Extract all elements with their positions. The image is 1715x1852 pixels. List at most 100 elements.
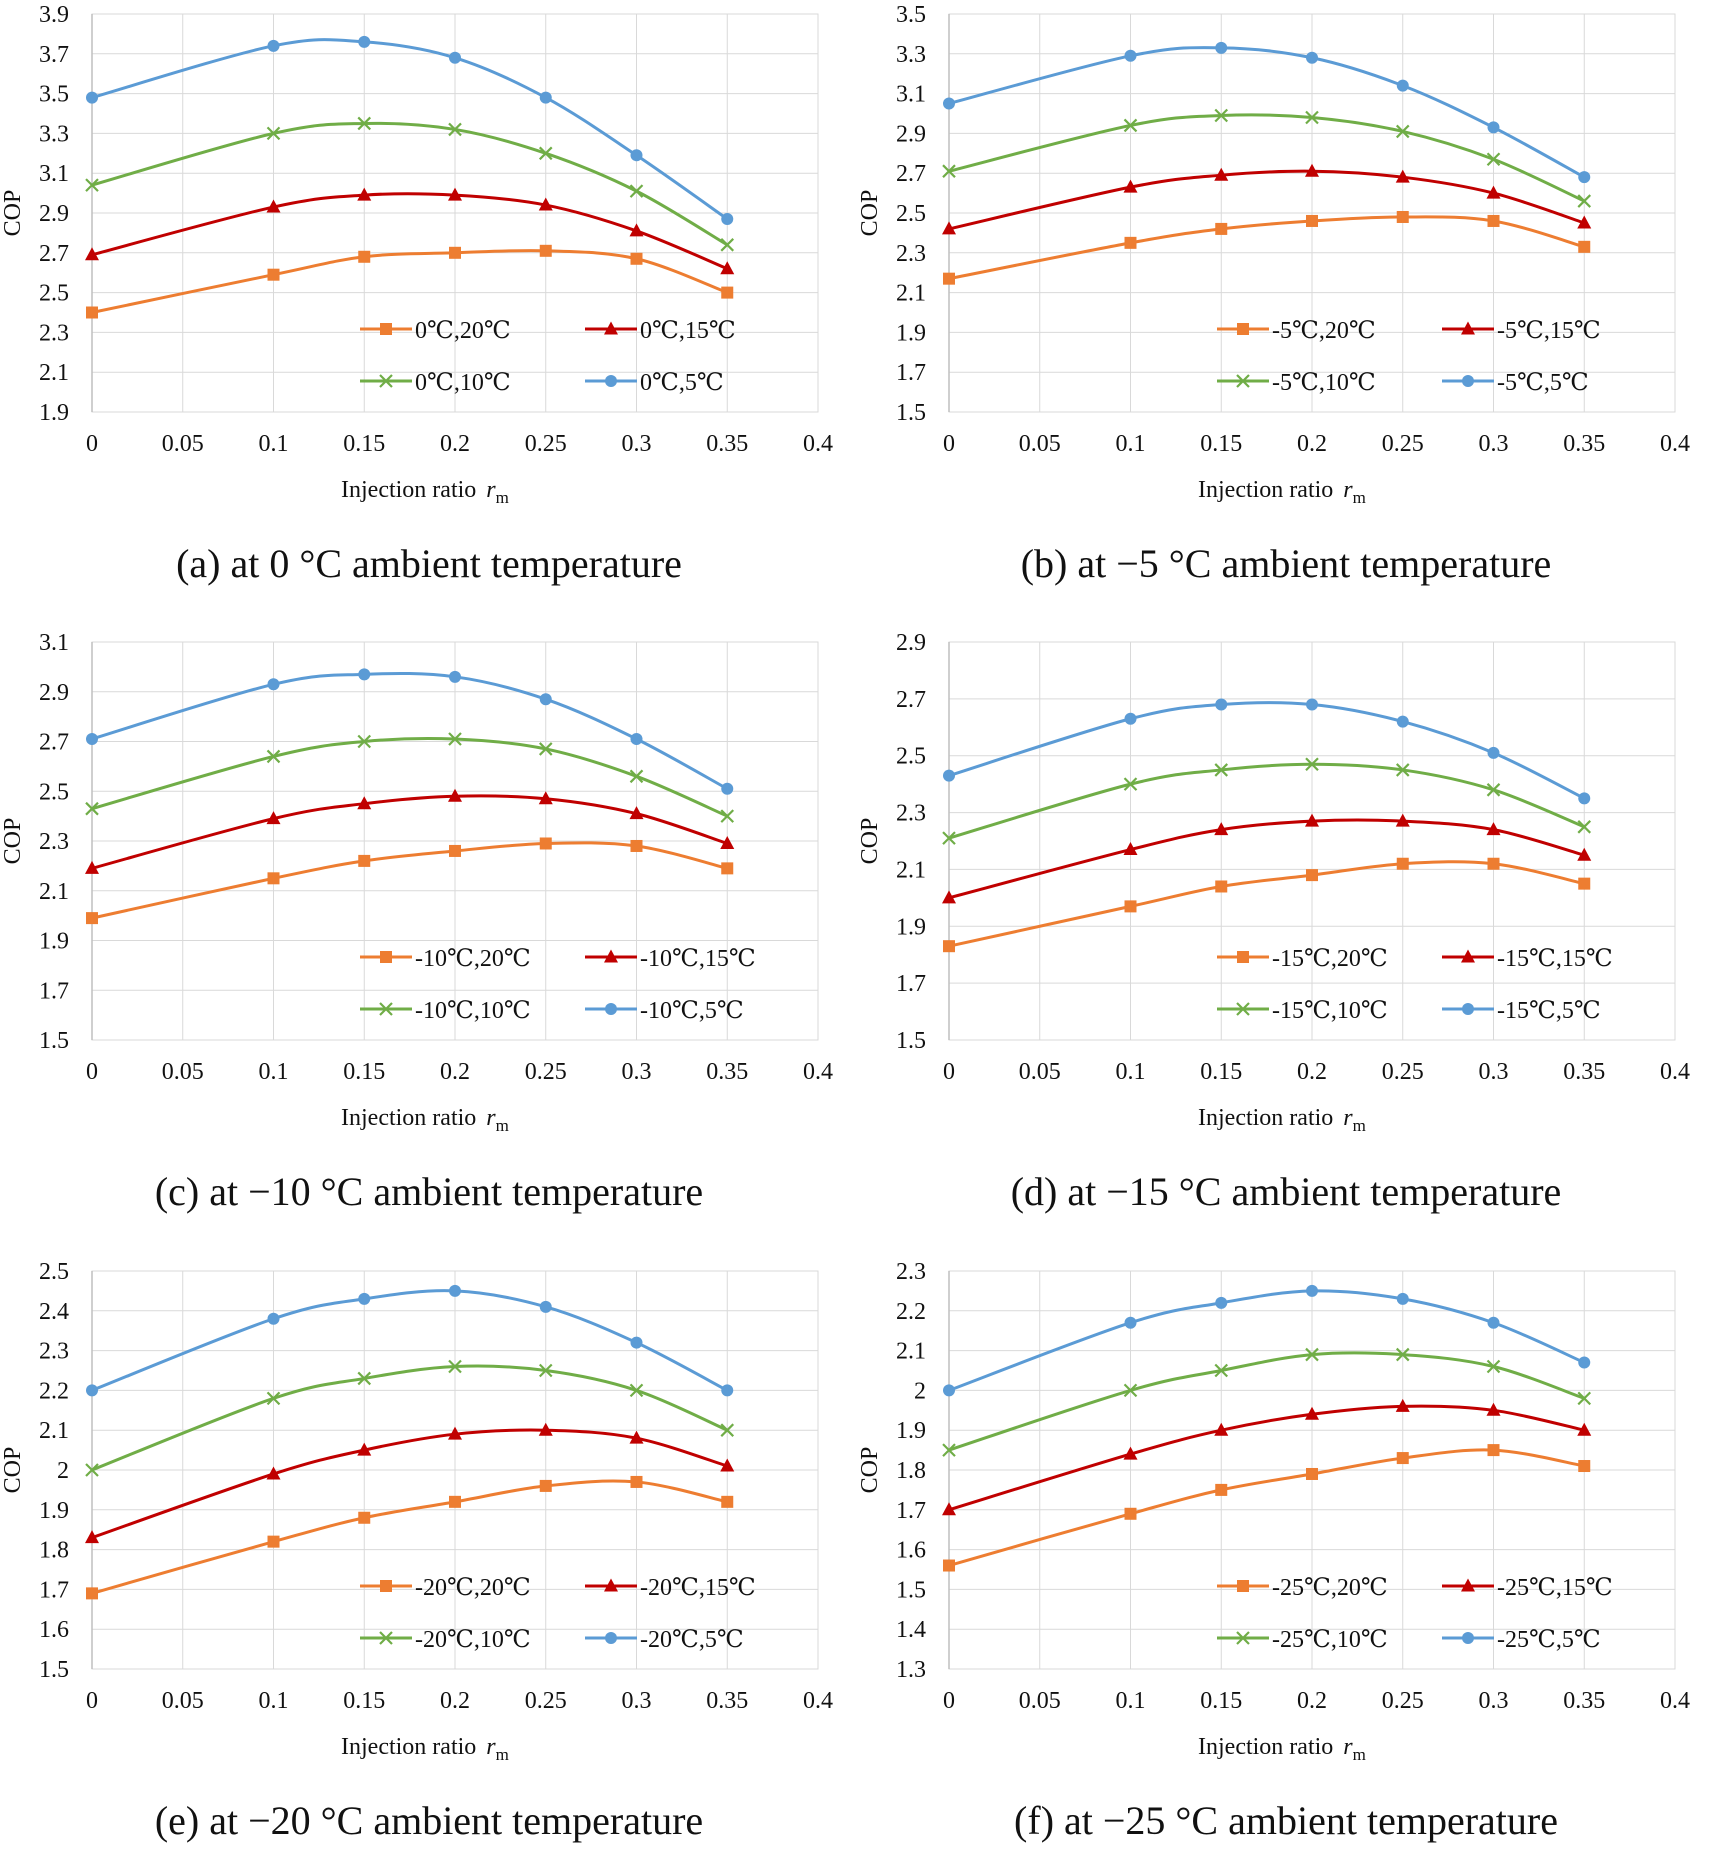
data-point: [1124, 1316, 1137, 1329]
x-axis-title-subscript: m: [1353, 1745, 1366, 1764]
legend-label: -5℃,5℃: [1497, 370, 1589, 396]
data-point: [1396, 715, 1409, 728]
data-point: [86, 91, 98, 104]
caption-f: (f) at −25 °C ambient temperature: [1014, 1798, 1558, 1843]
data-point: [267, 268, 280, 281]
data-point: [1578, 1460, 1591, 1473]
legend-marker: [380, 1580, 392, 1592]
series-markers-2: [85, 187, 735, 275]
data-point: [85, 1463, 99, 1477]
legend-marker: [379, 1002, 393, 1016]
data-point: [1396, 210, 1409, 223]
data-point: [1123, 118, 1138, 133]
data-point: [1305, 163, 1319, 177]
y-tick-label: 1.5: [896, 1577, 926, 1603]
chart-b: 0 0.05 0.1 0.15 0.2 0.25 0.3 0.35 0.4 1.5 1.7 1.9 2.…: [857, 2, 1690, 507]
x-tick-label: 0.2: [1297, 431, 1327, 457]
data-point: [267, 1312, 280, 1325]
data-point: [358, 668, 371, 681]
caption-a: (a) at 0 °C ambient temperature: [176, 541, 682, 586]
x-tick-label: 0.25: [525, 431, 567, 457]
legend-label: 0℃,5℃: [640, 370, 724, 396]
x-tick-label: 0.35: [706, 1059, 748, 1085]
data-point: [942, 831, 956, 845]
y-tick-label: 2.7: [896, 161, 926, 187]
series-markers-1: [943, 857, 1591, 953]
x-axis-title-text: Injection ratio: [1198, 1734, 1333, 1760]
legend-b: -5℃,20℃ -5℃,15℃ -5℃,10℃ -5℃,5℃: [1217, 318, 1601, 396]
x-axis-title-variable: r: [486, 1734, 496, 1760]
data-point: [943, 1559, 955, 1572]
legend-label: -15℃,15℃: [1497, 946, 1613, 972]
series-markers-4: [943, 41, 1591, 184]
data-point: [1124, 49, 1137, 62]
data-point: [629, 1383, 644, 1398]
y-tick-label: 3.5: [896, 2, 926, 28]
legend-marker: [1236, 374, 1250, 388]
data-point: [942, 221, 956, 235]
x-tick-label: 0: [86, 1688, 98, 1714]
data-point: [630, 733, 643, 746]
x-tick-label: 0.35: [706, 431, 748, 457]
legend-item-4: -20℃,5℃: [585, 1627, 744, 1653]
legend-marker: [1237, 323, 1249, 335]
data-point: [267, 872, 280, 885]
x-axis-title-subscript: m: [496, 1116, 509, 1135]
data-point: [1578, 171, 1591, 184]
data-point: [86, 306, 98, 319]
legend-label: -5℃,10℃: [1272, 370, 1376, 396]
y-tick-label: 3.3: [896, 42, 926, 68]
legend-item-1: -10℃,20℃: [360, 946, 531, 972]
legend-marker: [604, 949, 618, 963]
series-markers-1: [86, 837, 734, 925]
x-tick-label: 0.15: [1200, 1688, 1242, 1714]
x-axis-title-text: Injection ratio: [1198, 1105, 1333, 1131]
legend-label: -15℃,10℃: [1272, 998, 1388, 1024]
x-tick-label: 0.15: [1200, 1059, 1242, 1085]
data-point: [943, 1384, 955, 1397]
data-point: [1215, 41, 1228, 54]
y-tick-label: 1.9: [39, 400, 69, 426]
legend-marker: [604, 321, 618, 335]
series-markers-1: [86, 1475, 734, 1600]
series-group-f: [942, 1284, 1592, 1572]
data-point: [86, 1384, 98, 1397]
data-point: [538, 791, 553, 805]
y-tick-label: 2.3: [896, 241, 926, 267]
legend-item-2: -15℃,15℃: [1442, 946, 1613, 972]
legend-item-2: -25℃,15℃: [1442, 1575, 1613, 1601]
legend-item-3: -5℃,10℃: [1217, 370, 1376, 396]
data-point: [1395, 124, 1410, 139]
series-markers-1: [943, 1444, 1591, 1572]
data-point: [86, 912, 98, 925]
data-point: [630, 1336, 643, 1349]
y-tick-label: 2.7: [39, 241, 69, 267]
legend-d: -15℃,20℃ -15℃,15℃ -15℃,10℃ -15℃,5℃: [1217, 946, 1613, 1024]
y-tick-label: 1.8: [39, 1538, 69, 1564]
data-point: [1487, 214, 1500, 227]
series-markers-3: [942, 1347, 1592, 1457]
series-markers-2: [942, 813, 1592, 904]
data-point: [721, 862, 734, 875]
y-tick-label: 2.7: [896, 687, 926, 713]
x-tick-label: 0.05: [1019, 431, 1061, 457]
x-axis-title-variable: r: [1343, 477, 1353, 503]
y-tick-labels-e: 1.5 1.6 1.7 1.8 1.9 2 2.1 2.2 2.3 2.4 2.5: [39, 1259, 69, 1683]
y-tick-label: 1.9: [896, 320, 926, 346]
x-tick-labels-b: 0 0.05 0.1 0.15 0.2 0.25 0.3 0.35 0.4: [943, 431, 1690, 457]
x-axis-title-c: Injection ratio rm: [341, 1105, 509, 1135]
data-point: [266, 1391, 281, 1406]
legend-marker: [379, 1631, 393, 1645]
data-point: [1487, 857, 1500, 870]
data-point: [85, 860, 99, 874]
data-point: [448, 732, 462, 746]
legend-item-2: -20℃,15℃: [585, 1575, 756, 1601]
series-markers-4: [86, 668, 734, 795]
data-point: [448, 1426, 462, 1440]
x-tick-label: 0.4: [803, 1059, 833, 1085]
data-point: [1577, 847, 1592, 861]
data-point: [449, 51, 461, 64]
x-tick-label: 0.15: [343, 431, 385, 457]
data-point: [357, 187, 372, 201]
data-point: [1215, 1296, 1228, 1309]
